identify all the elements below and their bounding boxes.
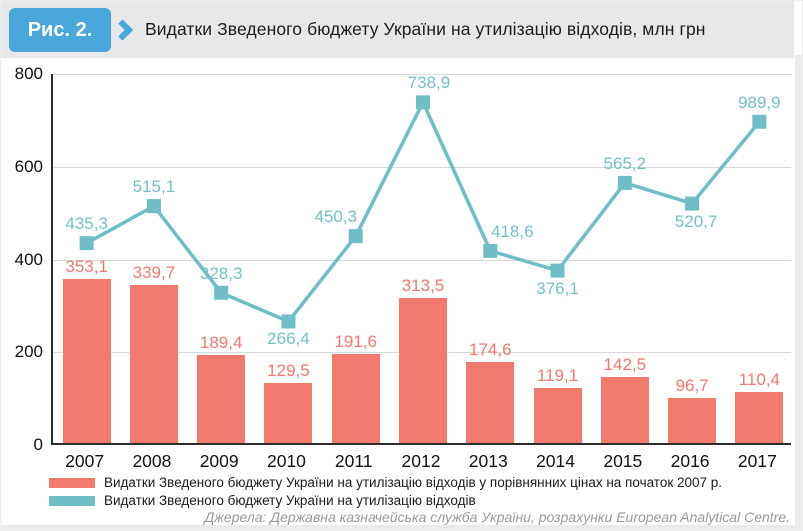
line-value-label-2012: 738,9 bbox=[407, 73, 451, 93]
bar-2014 bbox=[533, 387, 582, 443]
line-marker-2016 bbox=[685, 196, 700, 211]
bar-value-label-2007: 353,1 bbox=[65, 257, 108, 277]
x-tick-2014: 2014 bbox=[536, 451, 575, 471]
bar-2015 bbox=[600, 376, 649, 443]
line-value-label-2015: 565,2 bbox=[603, 153, 647, 173]
bar-2007 bbox=[62, 279, 111, 443]
bar-2009 bbox=[197, 355, 246, 443]
line-value-label-2011: 450,3 bbox=[314, 207, 357, 227]
bar-value-label-2010: 129,5 bbox=[267, 360, 310, 380]
line-marker-2007 bbox=[79, 236, 94, 251]
bar-value-label-2015: 142,5 bbox=[603, 354, 647, 374]
gridline-600 bbox=[53, 166, 791, 168]
line-marker-2012 bbox=[416, 95, 430, 110]
header-band: Рис. 2. Видатки Зведеного бюджету Україн… bbox=[1, 1, 794, 58]
chart-title: Видатки Зведеного бюджету України на ути… bbox=[145, 19, 706, 39]
x-tick-2008: 2008 bbox=[132, 451, 172, 471]
bar-value-label-2013: 174,6 bbox=[468, 340, 512, 360]
legend-label-line-series: Видатки Зведеного бюджету України на ути… bbox=[104, 493, 476, 508]
x-tick-2017: 2017 bbox=[737, 451, 777, 471]
bar-series-swatch bbox=[49, 477, 95, 488]
line-value-label-2017: 989,9 bbox=[738, 92, 781, 112]
x-tick-2009: 2009 bbox=[199, 451, 239, 471]
line-value-label-2009: 328,3 bbox=[199, 263, 243, 283]
line-marker-2013 bbox=[483, 243, 498, 258]
line-value-label-2008: 515,1 bbox=[132, 177, 176, 197]
line-marker-2010 bbox=[281, 314, 296, 329]
gridline-400 bbox=[53, 259, 791, 261]
line-marker-2017 bbox=[752, 114, 767, 129]
bar-value-label-2017: 110,4 bbox=[738, 369, 780, 389]
legend-item-line-series: Видатки Зведеного бюджету України на ути… bbox=[49, 492, 722, 509]
line-marker-2009 bbox=[214, 285, 229, 300]
figure-number-label: Рис. 2. bbox=[27, 18, 93, 41]
x-tick-2013: 2013 bbox=[468, 451, 508, 471]
line-value-label-2010: 266,4 bbox=[267, 329, 310, 349]
y-tick-600: 600 bbox=[14, 156, 43, 176]
x-tick-2016: 2016 bbox=[670, 451, 710, 471]
bar-value-label-2009: 189,4 bbox=[199, 333, 243, 353]
card-edge-bottom bbox=[1, 525, 802, 530]
line-value-label-2007: 435,3 bbox=[65, 214, 108, 234]
x-tick-2011: 2011 bbox=[334, 451, 373, 471]
gridline-800 bbox=[53, 74, 791, 75]
bar-value-label-2012: 313,5 bbox=[401, 275, 445, 295]
x-tick-2007: 2007 bbox=[65, 451, 105, 471]
line-marker-2014 bbox=[550, 263, 565, 278]
bar-2010 bbox=[264, 382, 313, 443]
x-tick-2015: 2015 bbox=[603, 451, 643, 471]
line-marker-2011 bbox=[348, 229, 363, 244]
line-series bbox=[79, 95, 767, 329]
bar-value-label-2014: 119,1 bbox=[536, 365, 579, 385]
line-marker-2008 bbox=[146, 199, 161, 214]
chevron-right-icon bbox=[111, 18, 134, 41]
x-tick-2010: 2010 bbox=[266, 451, 306, 471]
legend: Видатки Зведеного бюджету України на ути… bbox=[49, 474, 722, 510]
legend-label-bar-series: Видатки Зведеного бюджету України на ути… bbox=[104, 475, 723, 490]
y-tick-800: 800 bbox=[14, 64, 43, 83]
x-tick-2012: 2012 bbox=[401, 451, 441, 471]
bar-value-label-2008: 339,7 bbox=[132, 263, 176, 283]
y-tick-0: 0 bbox=[33, 435, 43, 454]
line-marker-2015 bbox=[617, 175, 632, 190]
line-value-label-2013: 418,6 bbox=[490, 221, 534, 241]
legend-item-bar-series: Видатки Зведеного бюджету України на ути… bbox=[49, 474, 722, 491]
bar-2008 bbox=[129, 285, 178, 443]
bar-2011 bbox=[331, 354, 380, 443]
bar-2013 bbox=[466, 362, 515, 443]
bar-value-label-2011: 191,6 bbox=[334, 332, 377, 352]
line-series-swatch bbox=[49, 495, 95, 506]
line-value-label-2016: 520,7 bbox=[674, 211, 718, 231]
bar-2012 bbox=[399, 297, 447, 443]
figure-number-badge: Рис. 2. bbox=[9, 8, 111, 52]
card-edge-right bbox=[795, 55, 802, 530]
bar-value-label-2016: 96,7 bbox=[675, 376, 709, 396]
bar-2017 bbox=[735, 391, 784, 443]
plot-area: 353,1 339,7 189,4 129,5 191,6 313,5 174,6 119,1… bbox=[51, 73, 791, 445]
y-tick-400: 400 bbox=[14, 249, 43, 269]
line-value-label-2014: 376,1 bbox=[536, 278, 579, 298]
bar-2016 bbox=[668, 398, 717, 443]
y-tick-200: 200 bbox=[14, 342, 43, 362]
source-note: Джерела: Державна казначейська служба Ук… bbox=[204, 509, 790, 525]
